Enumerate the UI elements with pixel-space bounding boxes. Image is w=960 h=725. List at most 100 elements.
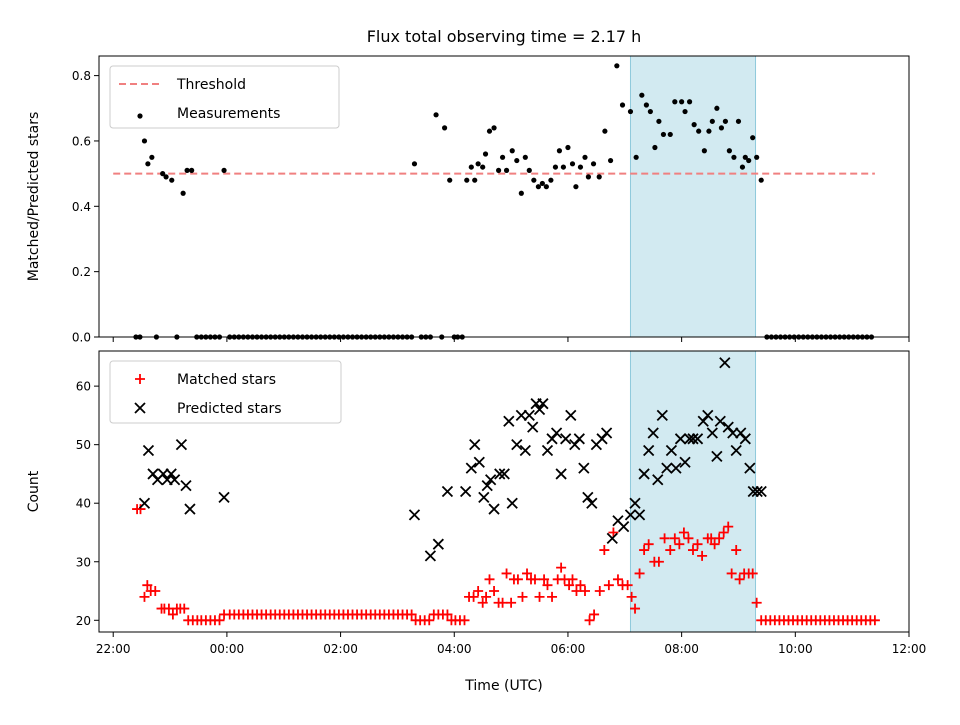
matched-star-point (639, 545, 650, 556)
measurement-point (577, 164, 584, 170)
predicted-star-point (573, 433, 585, 445)
predicted-star-point (755, 485, 767, 498)
predicted-star-point (498, 468, 510, 480)
measurement-point (522, 154, 528, 160)
predicted-star-point (537, 398, 549, 410)
predicted-star-point (478, 491, 490, 503)
predicted-star-point (586, 497, 598, 509)
matched-star-point (688, 545, 698, 556)
matched-star-point (580, 586, 590, 597)
measurement-point (535, 184, 541, 190)
x-tick-label: 06:00 (551, 642, 586, 656)
measurement-point (486, 128, 493, 134)
measurement-point (633, 154, 639, 160)
predicted-star-point (665, 444, 678, 457)
matched-star-point (599, 545, 610, 556)
predicted-star-point (138, 497, 151, 509)
measurement-point (706, 128, 712, 134)
measurement-point (596, 174, 602, 180)
predicted-star-point (730, 444, 742, 457)
measurement-point (585, 174, 592, 180)
measurement-point (607, 157, 614, 164)
predicted-star-point (432, 538, 444, 550)
measurement-point (499, 154, 506, 160)
measurement-point (627, 108, 634, 115)
matched-star-point (542, 580, 553, 591)
predicted-star-point (408, 509, 421, 521)
matched-star-point (692, 539, 703, 550)
matched-star-point (564, 580, 575, 591)
measurement-point (679, 99, 685, 105)
measurement-point (758, 177, 764, 183)
matched-star-point (512, 574, 523, 585)
series-matched-stars (132, 504, 880, 626)
measurement-point (682, 108, 688, 115)
y-tick-label: 0.8 (72, 69, 91, 83)
matched-star-point (571, 586, 582, 597)
predicted-star-point (652, 474, 664, 486)
measurement-point (509, 148, 515, 154)
measurement-point (503, 167, 510, 173)
y-tick-label: 0.2 (72, 265, 91, 279)
measurement-point (639, 92, 645, 98)
measurement-point (149, 154, 155, 160)
matched-star-point (534, 591, 545, 602)
measurement-point (709, 118, 715, 124)
matched-star-point (481, 591, 492, 602)
predicted-star-point (739, 433, 751, 445)
predicted-star-point (546, 433, 558, 445)
y-tick-label: 40 (76, 497, 91, 511)
matched-star-point (709, 539, 720, 550)
measurement-point (518, 190, 524, 196)
matched-star-point (522, 568, 533, 579)
predicted-star-point (184, 503, 196, 515)
predicted-star-point (647, 427, 659, 439)
matched-star-point (734, 574, 745, 585)
predicted-star-point (702, 409, 714, 422)
legend: Threshold Measurements (109, 65, 340, 129)
legend-label: Predicted stars (177, 401, 282, 417)
measurement-point (718, 125, 725, 131)
measurement-point (731, 154, 737, 160)
legend-predicted-swatch (134, 402, 146, 414)
measurement-point (735, 118, 742, 124)
matched-star-point (594, 586, 605, 597)
predicted-star-point (661, 462, 673, 474)
measurement-point (552, 164, 559, 170)
predicted-star-point (441, 485, 454, 498)
predicted-star-point (727, 427, 739, 439)
observing-window-span (629, 350, 757, 633)
matched-star-point (468, 591, 479, 602)
measurement-point (565, 144, 571, 151)
matched-star-point (477, 597, 488, 608)
matched-star-point (167, 609, 178, 620)
matched-star-point (406, 609, 417, 620)
axes-frame (98, 55, 910, 338)
measurement-point (714, 105, 720, 111)
measurement-point (433, 112, 439, 118)
measurement-point (619, 102, 626, 108)
predicted-star-point (523, 409, 535, 422)
predicted-star-point (596, 433, 608, 445)
predicted-star-point (555, 468, 567, 480)
measurement-point (696, 128, 702, 134)
matched-star-point (584, 615, 595, 626)
observing-window-span (629, 55, 757, 338)
y-tick-label: 0.0 (72, 331, 91, 345)
matched-star-point (747, 568, 758, 579)
measurement-point (480, 164, 486, 170)
x-tick-label: 02:00 (323, 642, 358, 656)
measurement-point (447, 177, 453, 183)
y-tick-label: 0.4 (72, 200, 91, 214)
measurement-point (221, 167, 227, 173)
predicted-star-point (157, 468, 169, 480)
y-axis-label: Count (26, 470, 42, 512)
measurement-point (411, 161, 418, 167)
legend-label: Matched stars (177, 372, 276, 388)
measurement-point (643, 102, 649, 108)
measurement-point (160, 171, 166, 177)
legend: Matched stars Predicted stars (109, 360, 342, 424)
measurement-point (531, 177, 537, 183)
measurement-point (754, 154, 760, 160)
legend-measurement-swatch (137, 113, 143, 119)
